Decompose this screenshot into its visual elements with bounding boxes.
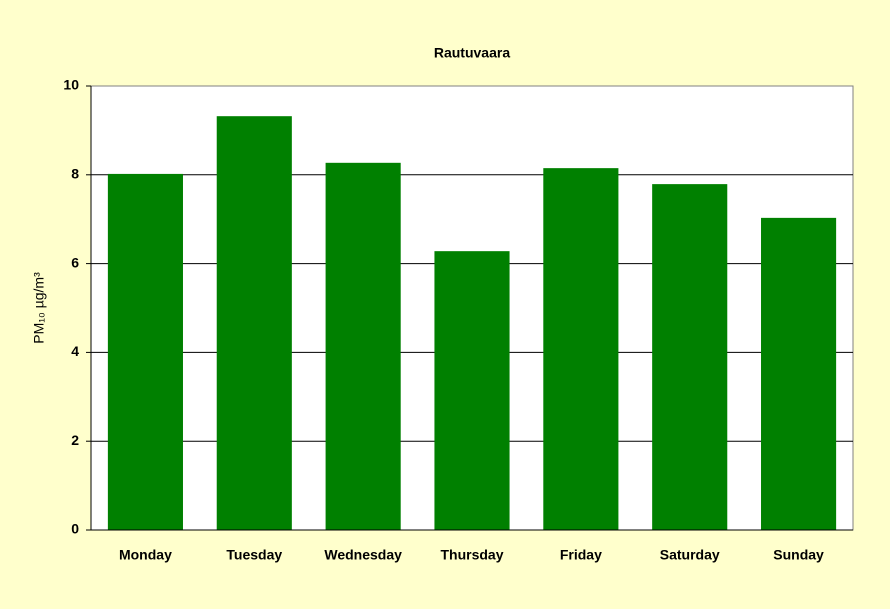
x-tick-label: Tuesday (226, 547, 282, 563)
bar (543, 168, 619, 530)
bar (107, 173, 183, 531)
y-tick-label: 10 (63, 77, 79, 93)
x-tick-label: Saturday (660, 547, 720, 563)
y-tick-label: 8 (71, 166, 79, 182)
x-tick-label: Friday (560, 547, 602, 563)
x-tick-label: Sunday (773, 547, 824, 563)
y-axis-label: PM₁₀ µg/m³ (31, 272, 47, 344)
chart-title: Rautuvaara (434, 45, 510, 61)
bar (325, 162, 401, 530)
y-tick-label: 6 (71, 254, 79, 270)
x-tick-label: Monday (119, 547, 172, 563)
x-tick-label: Wednesday (324, 547, 402, 563)
bar (652, 184, 728, 530)
y-tick-label: 4 (71, 343, 79, 359)
x-tick-label: Thursday (440, 547, 503, 563)
bar (216, 116, 292, 530)
y-tick-label: 2 (71, 432, 79, 448)
bar (434, 251, 510, 530)
y-tick-label: 0 (71, 521, 79, 537)
bar (761, 217, 837, 531)
